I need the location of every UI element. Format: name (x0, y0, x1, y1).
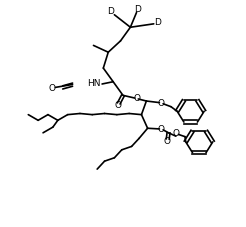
Text: O: O (133, 94, 140, 103)
Text: D: D (107, 7, 114, 16)
Text: D: D (154, 18, 161, 27)
Text: O: O (164, 137, 171, 146)
Text: O: O (158, 125, 165, 134)
Text: D: D (134, 5, 141, 14)
Text: O: O (158, 99, 165, 108)
Text: HN: HN (87, 79, 100, 89)
Text: O: O (48, 84, 55, 93)
Text: O: O (172, 129, 179, 138)
Text: O: O (115, 101, 122, 110)
